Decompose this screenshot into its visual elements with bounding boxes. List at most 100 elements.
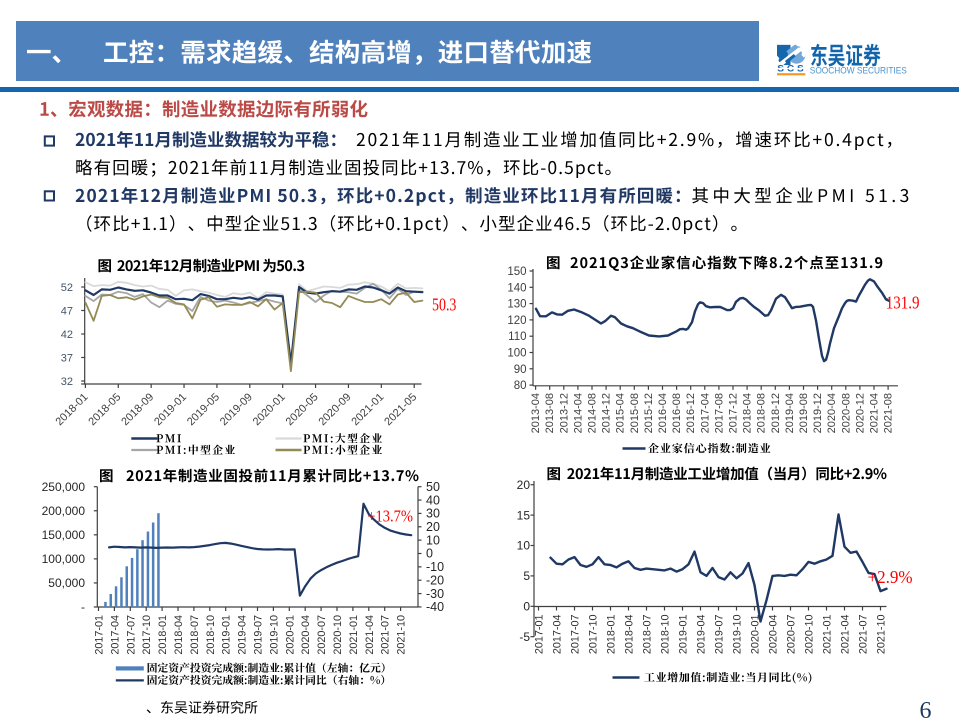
- svg-text:2018-04: 2018-04: [624, 615, 636, 655]
- svg-text:+13.7%: +13.7%: [367, 507, 413, 526]
- svg-text:2019-04: 2019-04: [696, 615, 708, 655]
- svg-text:2020-10: 2020-10: [332, 615, 344, 655]
- svg-text:90: 90: [514, 364, 527, 376]
- svg-text:2017-08: 2017-08: [713, 393, 725, 433]
- svg-text:47: 47: [61, 306, 73, 318]
- svg-text:20: 20: [517, 478, 531, 492]
- svg-text:2020-04: 2020-04: [300, 615, 312, 655]
- svg-text:2014-08: 2014-08: [587, 393, 599, 433]
- svg-text:10: 10: [426, 533, 440, 547]
- svg-text:2017-10: 2017-10: [141, 615, 153, 655]
- svg-text:2017-07: 2017-07: [570, 615, 582, 655]
- svg-text:2017-01: 2017-01: [94, 615, 106, 655]
- svg-text:40: 40: [426, 493, 440, 507]
- svg-text:2021-04: 2021-04: [869, 393, 881, 433]
- svg-text:2021-07: 2021-07: [380, 615, 392, 655]
- svg-text:6: 6: [920, 698, 932, 719]
- svg-text:131.9: 131.9: [886, 293, 920, 313]
- svg-text:2019-04: 2019-04: [237, 615, 249, 655]
- svg-text:2018-10: 2018-10: [205, 615, 217, 655]
- svg-text:2018-01: 2018-01: [157, 615, 169, 655]
- svg-text:2015-12: 2015-12: [643, 393, 655, 433]
- svg-text:100,000: 100,000: [42, 552, 86, 566]
- svg-text:110: 110: [508, 331, 526, 343]
- svg-text:100: 100: [507, 348, 526, 360]
- svg-text:2018-10: 2018-10: [660, 615, 672, 655]
- svg-text:2016-08: 2016-08: [671, 393, 683, 433]
- svg-text:2019-07: 2019-07: [714, 615, 726, 655]
- svg-text:2020-07: 2020-07: [786, 615, 798, 655]
- svg-text:2021-01: 2021-01: [348, 615, 360, 655]
- svg-text:52: 52: [61, 282, 73, 294]
- svg-text:50,000: 50,000: [48, 576, 85, 590]
- svg-text:20: 20: [426, 520, 440, 534]
- svg-text:-10: -10: [426, 560, 444, 574]
- svg-text:2019-12: 2019-12: [812, 393, 824, 433]
- svg-text:130: 130: [507, 299, 526, 311]
- svg-text:50.3: 50.3: [432, 295, 456, 315]
- svg-text:2021-04: 2021-04: [840, 615, 852, 655]
- svg-text:2020-12: 2020-12: [854, 393, 866, 433]
- svg-text:5: 5: [523, 569, 530, 583]
- svg-text:-30: -30: [426, 587, 444, 601]
- svg-text:2017-04: 2017-04: [699, 393, 711, 433]
- svg-text:2018-08: 2018-08: [756, 393, 768, 433]
- svg-text:2014-04: 2014-04: [572, 393, 584, 433]
- svg-text:120: 120: [507, 315, 526, 327]
- svg-text:2014-12: 2014-12: [601, 393, 613, 433]
- svg-text:2020-04: 2020-04: [768, 615, 780, 655]
- svg-text:0: 0: [523, 600, 530, 614]
- svg-text:2017-10: 2017-10: [588, 615, 600, 655]
- svg-text:2013-04: 2013-04: [530, 393, 542, 433]
- svg-text:2020-04: 2020-04: [826, 393, 838, 433]
- svg-text:37: 37: [61, 353, 73, 365]
- svg-text:2019-01: 2019-01: [221, 615, 233, 655]
- svg-text:2018-07: 2018-07: [189, 615, 201, 655]
- svg-text:2019-10: 2019-10: [732, 615, 744, 655]
- svg-text:32: 32: [61, 376, 73, 388]
- svg-text:2017-04: 2017-04: [109, 615, 121, 655]
- svg-text:140: 140: [507, 282, 526, 294]
- svg-text:2021-10: 2021-10: [396, 615, 408, 655]
- svg-text:2020-01: 2020-01: [284, 615, 296, 655]
- svg-text:2019-01: 2019-01: [678, 615, 690, 655]
- svg-text:200,000: 200,000: [42, 504, 86, 518]
- svg-text:2015-04: 2015-04: [615, 393, 627, 433]
- svg-text:-40: -40: [426, 600, 444, 614]
- svg-text:2018-01: 2018-01: [606, 615, 618, 655]
- svg-text:10: 10: [517, 539, 531, 553]
- svg-text:+2.9%: +2.9%: [868, 567, 913, 587]
- svg-text:-5: -5: [519, 630, 530, 644]
- svg-text:2021-08: 2021-08: [883, 393, 895, 433]
- svg-text:2020-08: 2020-08: [840, 393, 852, 433]
- svg-text:2021-04: 2021-04: [364, 615, 376, 655]
- svg-text:2017-12: 2017-12: [728, 393, 740, 433]
- svg-text:2017-01: 2017-01: [534, 615, 546, 655]
- svg-text:2017-07: 2017-07: [125, 615, 137, 655]
- svg-text:2018-04: 2018-04: [742, 393, 754, 433]
- svg-text:2019-07: 2019-07: [253, 615, 265, 655]
- svg-text:-20: -20: [426, 573, 444, 587]
- svg-text:2020-01: 2020-01: [750, 615, 762, 655]
- svg-text:2020-07: 2020-07: [316, 615, 328, 655]
- svg-text:2015-08: 2015-08: [629, 393, 641, 433]
- svg-text:2018-12: 2018-12: [770, 393, 782, 433]
- svg-text:2016-12: 2016-12: [685, 393, 697, 433]
- svg-text:15: 15: [517, 508, 531, 522]
- svg-text:42: 42: [61, 329, 73, 341]
- svg-text:150,000: 150,000: [42, 528, 86, 542]
- svg-text:2016-04: 2016-04: [657, 393, 669, 433]
- svg-text:150: 150: [507, 266, 526, 278]
- svg-text:2021-07: 2021-07: [858, 615, 870, 655]
- svg-text:2020-10: 2020-10: [804, 615, 816, 655]
- svg-text:2018-04: 2018-04: [173, 615, 185, 655]
- svg-text:2013-12: 2013-12: [558, 393, 570, 433]
- svg-text:2021-10: 2021-10: [876, 615, 888, 655]
- svg-text:SOOCHOW SECURITIES: SOOCHOW SECURITIES: [810, 65, 907, 76]
- svg-text:2019-10: 2019-10: [268, 615, 280, 655]
- svg-text:2017-04: 2017-04: [552, 615, 564, 655]
- svg-text:30: 30: [426, 507, 440, 521]
- svg-text:250,000: 250,000: [42, 480, 86, 494]
- svg-text:-: -: [81, 600, 85, 614]
- svg-text:50: 50: [426, 480, 440, 494]
